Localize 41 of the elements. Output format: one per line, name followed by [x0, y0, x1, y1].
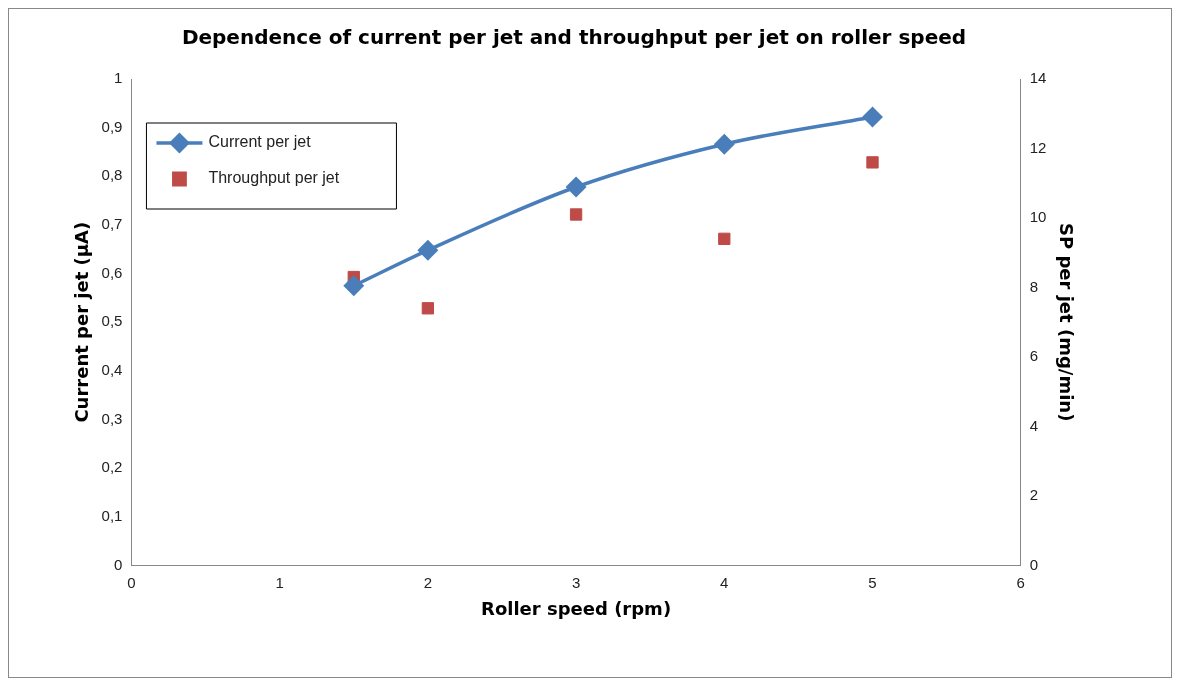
y2-tick-label: 8: [1029, 277, 1039, 295]
y2-tick-label: 12: [1029, 138, 1047, 156]
x-tick-label: 1: [275, 573, 284, 591]
y2-tick-label: 14: [1029, 69, 1047, 87]
y-tick-label: 0,2: [101, 458, 123, 476]
point: [866, 156, 879, 169]
legend-label: Throughput per jet: [208, 169, 340, 187]
point: [569, 208, 583, 221]
y-tick-label: 0,1: [101, 506, 123, 524]
y2-tick-label: 4: [1029, 416, 1039, 434]
point: [714, 134, 735, 154]
y2-tick-label: 6: [1029, 347, 1039, 365]
point: [344, 275, 364, 296]
x-tick-label: 4: [720, 573, 729, 591]
y-tick-label: 0: [114, 555, 123, 573]
y-tick-label: 0,7: [101, 215, 123, 233]
y-tick-label: 0,8: [101, 166, 123, 184]
y-tick-label: 1: [114, 69, 123, 87]
y-tick-label: 0,6: [101, 263, 123, 281]
y-tick-label: 0,3: [101, 409, 123, 427]
point: [418, 240, 438, 260]
x-tick-label: 2: [423, 573, 433, 591]
y-axis-title: Current per jet (µA): [71, 221, 93, 423]
y2-tick-label: 2: [1029, 486, 1039, 504]
point: [718, 232, 731, 245]
legend-label: Current per jet: [208, 133, 312, 151]
y-tick-label: 0,9: [101, 117, 123, 135]
x-tick-label: 6: [1016, 573, 1025, 591]
chart-title: Dependence of current per jet and throughput per jet on roller speed: [181, 25, 967, 50]
point: [421, 302, 435, 315]
y2-tick-label: 0: [1029, 555, 1039, 573]
x-tick-label: 5: [868, 573, 877, 591]
x-tick-label: 0: [127, 573, 136, 591]
x-axis-title: Roller speed (rpm): [481, 597, 672, 619]
y2-axis-title: SP per jet (mg/min): [1055, 223, 1077, 422]
y-tick-label: 0,5: [101, 312, 123, 330]
y-tick-label: 0,4: [101, 360, 123, 378]
point: [566, 177, 586, 197]
y2-tick-label: 10: [1029, 208, 1047, 226]
x-tick-label: 3: [571, 573, 581, 591]
point: [862, 107, 883, 127]
